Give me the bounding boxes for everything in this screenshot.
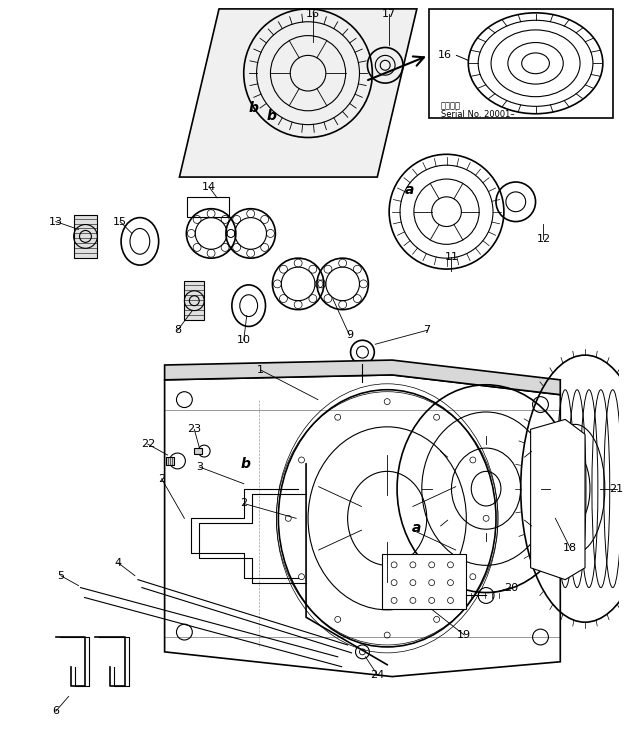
Text: 6: 6 <box>52 706 59 716</box>
Text: 1: 1 <box>257 365 264 375</box>
Text: 16: 16 <box>306 9 320 19</box>
Text: Serial No. 20001–: Serial No. 20001– <box>441 110 514 119</box>
Text: 24: 24 <box>370 670 384 680</box>
Text: b: b <box>266 109 276 123</box>
Text: 2: 2 <box>158 474 165 484</box>
Text: 20: 20 <box>504 583 518 593</box>
Text: 18: 18 <box>563 543 577 553</box>
Text: 13: 13 <box>49 216 63 227</box>
Text: 11: 11 <box>444 252 459 262</box>
Text: 适用号码: 适用号码 <box>441 102 461 110</box>
Text: 22: 22 <box>140 439 155 449</box>
Polygon shape <box>184 281 204 320</box>
Text: 17: 17 <box>382 9 396 19</box>
Text: 19: 19 <box>457 630 471 640</box>
Polygon shape <box>194 448 202 454</box>
Text: a: a <box>412 521 422 535</box>
Text: 23: 23 <box>187 424 202 434</box>
Text: 7: 7 <box>423 325 431 336</box>
Polygon shape <box>165 360 560 395</box>
Text: b: b <box>249 101 258 115</box>
Text: 3: 3 <box>196 462 203 472</box>
Text: b: b <box>241 457 251 471</box>
Text: 8: 8 <box>174 325 181 336</box>
Polygon shape <box>383 554 466 610</box>
Text: 21: 21 <box>610 484 624 493</box>
Text: 16: 16 <box>437 50 452 61</box>
Text: 4: 4 <box>115 558 122 568</box>
Polygon shape <box>180 9 417 177</box>
Polygon shape <box>429 9 613 118</box>
Text: 5: 5 <box>57 571 64 580</box>
Polygon shape <box>530 420 585 580</box>
Polygon shape <box>165 457 173 465</box>
Text: 2: 2 <box>240 499 247 509</box>
Polygon shape <box>187 197 229 216</box>
Text: 15: 15 <box>113 216 127 227</box>
Polygon shape <box>165 375 560 677</box>
Text: 10: 10 <box>236 336 251 345</box>
Text: 9: 9 <box>346 330 353 341</box>
Polygon shape <box>74 215 97 258</box>
Text: a: a <box>405 183 414 197</box>
Text: 14: 14 <box>202 182 216 192</box>
Text: 12: 12 <box>537 235 550 244</box>
